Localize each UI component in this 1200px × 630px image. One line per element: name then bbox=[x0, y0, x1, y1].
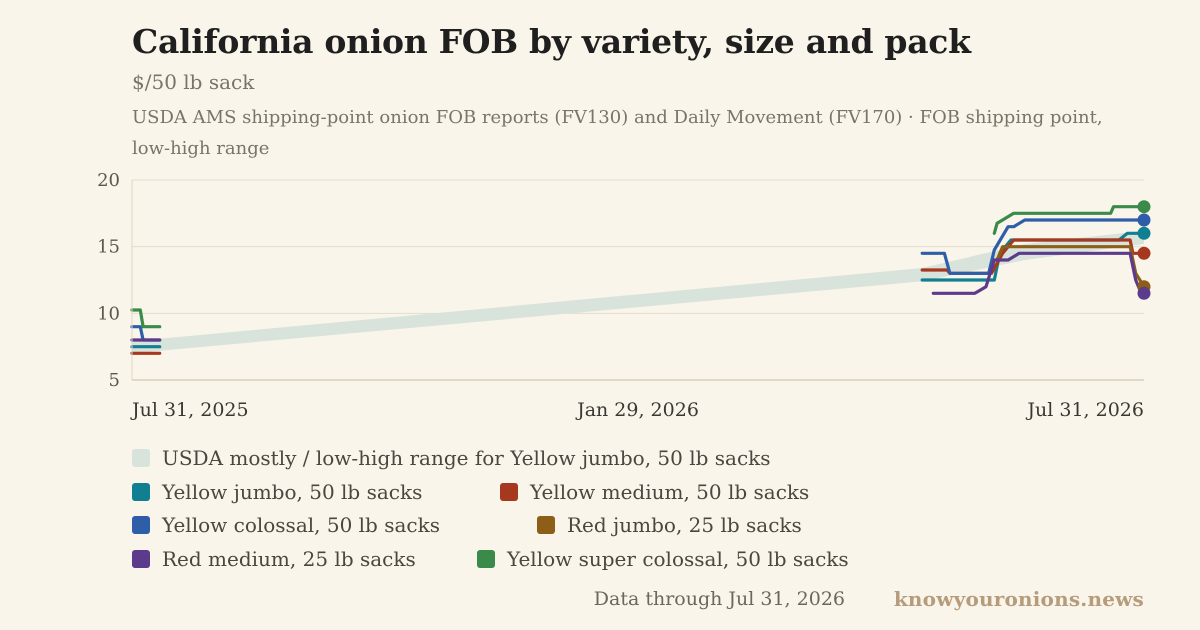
legend-label: Yellow medium, 50 lb sacks bbox=[530, 480, 810, 504]
legend-label: Red medium, 25 lb sacks bbox=[162, 547, 416, 571]
series-end-point bbox=[1137, 246, 1151, 260]
y-tick-label: 20 bbox=[97, 170, 120, 191]
legend-swatch bbox=[500, 483, 518, 501]
legend-item-series: Yellow colossal, 50 lb sacks bbox=[132, 512, 440, 538]
chart-subtitle: $/50 lb sack bbox=[132, 70, 255, 94]
legend-swatch bbox=[477, 550, 495, 568]
series-end-point bbox=[1137, 213, 1151, 227]
chart-source-note: USDA AMS shipping-point onion FOB report… bbox=[132, 107, 1103, 159]
series-line bbox=[920, 231, 1146, 282]
y-tick-label: 10 bbox=[97, 303, 120, 324]
x-tick-label: Jul 31, 2026 bbox=[1025, 399, 1144, 421]
legend-swatch bbox=[132, 516, 150, 534]
legend-label: Red jumbo, 25 lb sacks bbox=[567, 513, 802, 537]
legend-item-series: Yellow jumbo, 50 lb sacks bbox=[132, 479, 422, 505]
series-line bbox=[130, 308, 162, 329]
legend-item-series: Yellow medium, 50 lb sacks bbox=[500, 479, 809, 505]
series-line bbox=[130, 325, 162, 342]
series-end-point bbox=[1137, 226, 1151, 240]
axis-layer: 5 10 15 20 Jul 31, 2025 Jan 29, 2026 Jul 31, 2… bbox=[97, 170, 1144, 421]
legend-item-band: USDA mostly / low-high range for Yellow … bbox=[132, 445, 771, 471]
legend-item-series: Red jumbo, 25 lb sacks bbox=[537, 512, 802, 538]
legend-label: USDA mostly / low-high range for Yellow … bbox=[162, 446, 771, 470]
legend-label: Yellow jumbo, 50 lb sacks bbox=[162, 480, 423, 504]
legend-label: Yellow super colossal, 50 lb sacks bbox=[507, 547, 849, 571]
chart-title: California onion FOB by variety, size an… bbox=[132, 22, 971, 61]
series-line bbox=[995, 245, 1146, 289]
legend-label: Yellow colossal, 50 lb sacks bbox=[162, 513, 440, 537]
legend-item-series: Red medium, 25 lb sacks bbox=[132, 546, 416, 572]
x-tick-label: Jan 29, 2026 bbox=[575, 399, 699, 421]
series-line bbox=[992, 205, 1146, 235]
brand-link[interactable]: knowyouronions.news bbox=[893, 587, 1144, 611]
series-line bbox=[920, 218, 1146, 275]
y-tick-label: 5 bbox=[109, 370, 120, 391]
range-band bbox=[132, 230, 1144, 354]
legend-item-series: Yellow super colossal, 50 lb sacks bbox=[477, 546, 849, 572]
x-tick-label: Jul 31, 2025 bbox=[130, 399, 249, 421]
legend-swatch bbox=[537, 516, 555, 534]
legend-swatch bbox=[132, 550, 150, 568]
series-end-point bbox=[1137, 200, 1151, 214]
end-point-layer bbox=[1137, 200, 1151, 300]
data-through-note: Data through Jul 31, 2026 bbox=[593, 588, 845, 610]
legend-swatch bbox=[132, 449, 150, 467]
grid-layer bbox=[132, 179, 1144, 314]
band-layer bbox=[132, 230, 1144, 354]
legend-swatch bbox=[132, 483, 150, 501]
y-tick-label: 15 bbox=[97, 237, 120, 258]
series-end-point bbox=[1137, 286, 1151, 300]
